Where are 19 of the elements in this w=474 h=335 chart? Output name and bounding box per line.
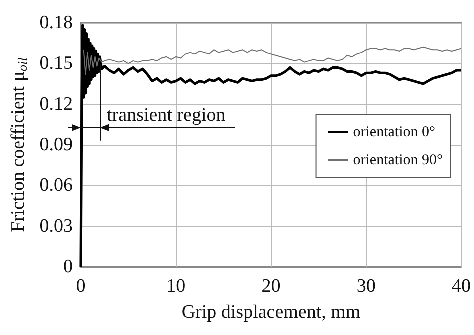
- legend-label: orientation 0°: [353, 124, 436, 140]
- y-tick-label: 0.09: [40, 134, 73, 156]
- x-tick-label: 40: [452, 276, 471, 297]
- y-tick-label: 0.12: [40, 94, 73, 115]
- ref-line-label: transient region: [107, 104, 226, 126]
- line-series: [83, 46, 462, 76]
- y-tick-label: 0.06: [40, 175, 73, 196]
- y-tick-label: 0.03: [40, 216, 73, 237]
- y-tick-label: 0.18: [40, 12, 73, 34]
- x-tick-label: 0: [76, 276, 86, 297]
- x-tick-label: 10: [166, 276, 186, 297]
- y-tick-label: 0.15: [40, 53, 73, 74]
- legend-label: orientation 90°: [353, 152, 444, 168]
- x-tick-label: 30: [356, 276, 376, 297]
- x-tick-label: 20: [262, 276, 281, 297]
- y-axis-title: Friction coefficient μoil: [8, 57, 30, 232]
- line-series: [80, 24, 463, 268]
- y-tick-label: 0: [64, 256, 73, 278]
- x-axis-title: Grip displacement, mm: [182, 302, 361, 323]
